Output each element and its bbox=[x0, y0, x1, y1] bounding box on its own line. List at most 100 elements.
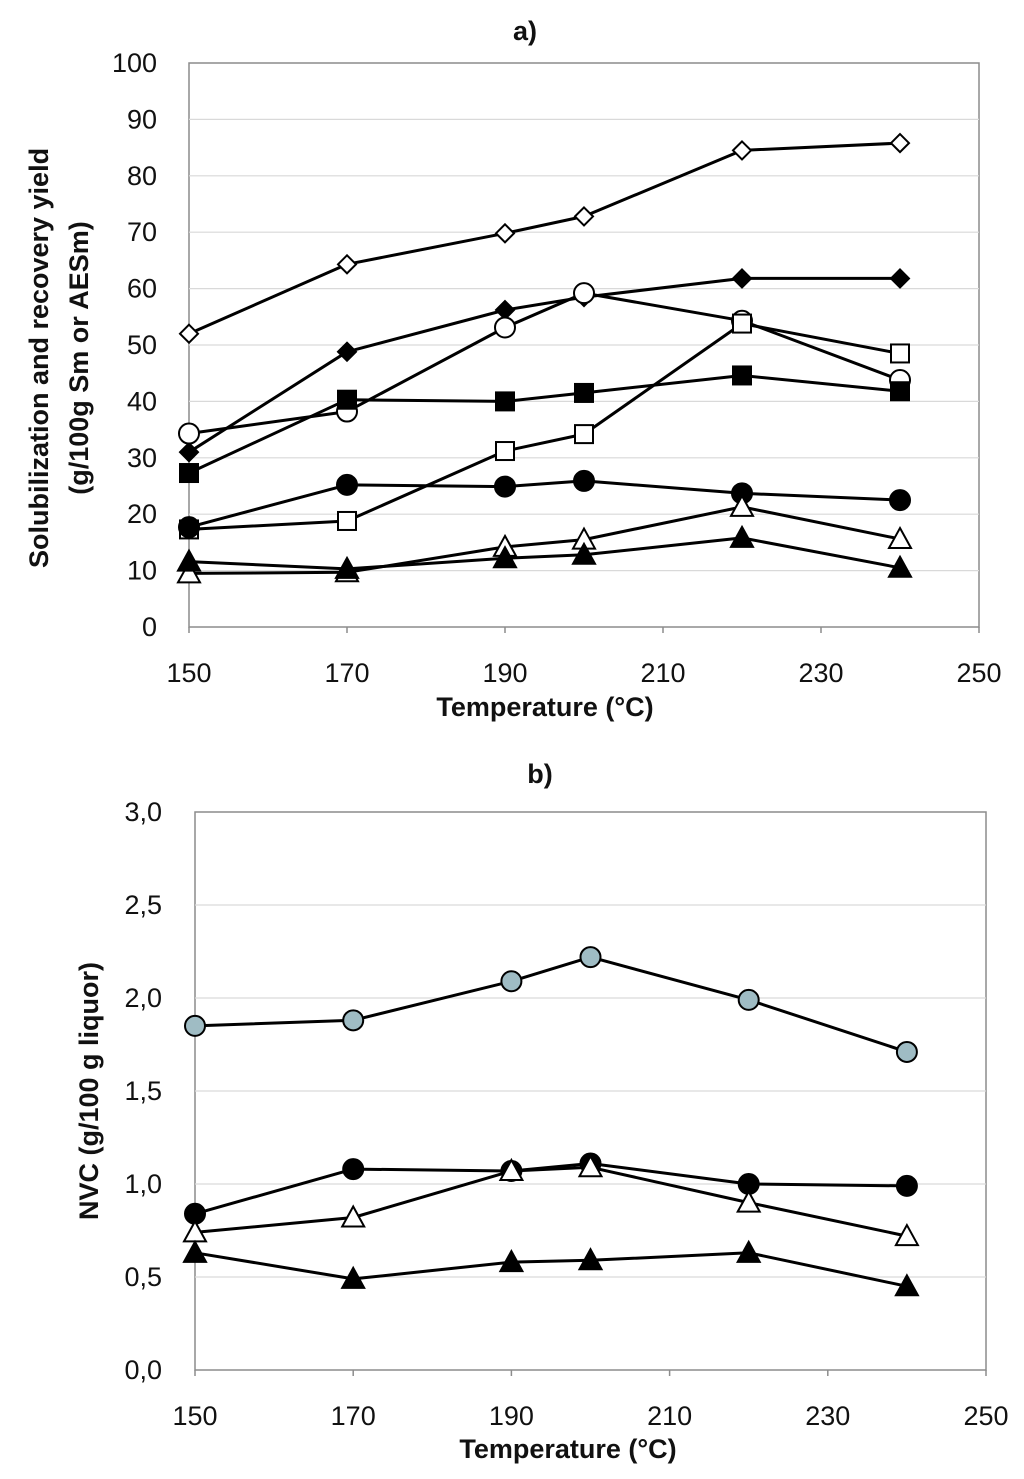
data-point-a-3-4 bbox=[732, 313, 752, 334]
data-point-a-1-1 bbox=[336, 341, 358, 363]
data-point-b-2-4 bbox=[736, 1189, 762, 1213]
y-tick-labels-b: 0,0 0,5 1,0 1,5 2,0 2,5 3,0 bbox=[124, 797, 162, 1385]
y-tick-label-a-7: 70 bbox=[127, 217, 157, 247]
data-point-b-0-5 bbox=[895, 1040, 918, 1063]
data-point-a-0-0 bbox=[178, 323, 200, 345]
data-point-a-4-1 bbox=[337, 389, 357, 410]
y-tick-label-a-9: 90 bbox=[127, 104, 157, 134]
y-tick-label-b-5: 2,5 bbox=[124, 890, 162, 920]
data-point-a-6-5 bbox=[887, 525, 913, 550]
data-point-b-0-0 bbox=[184, 1014, 206, 1037]
x-tick-label-a-4: 230 bbox=[798, 658, 843, 688]
series-line-a-2 bbox=[188, 291, 901, 435]
y-tick-label-a-5: 50 bbox=[127, 330, 157, 360]
data-point-a-6-4 bbox=[729, 493, 755, 517]
y-tick-label-b-3: 1,5 bbox=[124, 1076, 162, 1106]
data-point-a-7-1 bbox=[334, 555, 360, 579]
x-tick-label-b-1: 170 bbox=[331, 1401, 376, 1431]
series-line-a-0 bbox=[188, 141, 901, 336]
y-tick-labels-a: 0 10 20 30 40 50 60 70 80 90 100 bbox=[112, 48, 157, 642]
data-point-a-3-3 bbox=[574, 424, 594, 445]
x-tick-label-a-0: 150 bbox=[166, 658, 211, 688]
data-point-a-0-3 bbox=[573, 205, 595, 227]
chart-title-a: a) bbox=[513, 16, 537, 46]
data-point-a-7-4 bbox=[729, 524, 755, 548]
data-point-b-3-1 bbox=[340, 1265, 366, 1289]
chart-title-b: b) bbox=[527, 759, 552, 789]
data-point-b-1-5 bbox=[895, 1174, 918, 1197]
data-point-b-2-1 bbox=[340, 1204, 366, 1228]
data-point-b-3-2 bbox=[498, 1249, 525, 1273]
data-point-b-0-1 bbox=[342, 1009, 365, 1032]
data-point-b-0-3 bbox=[579, 946, 602, 969]
x-tick-label-b-0: 150 bbox=[172, 1401, 217, 1431]
data-point-a-0-5 bbox=[889, 132, 911, 154]
x-tick-label-b-3: 210 bbox=[647, 1401, 692, 1431]
series-line-a-6 bbox=[188, 505, 901, 575]
data-point-a-4-2 bbox=[495, 391, 515, 412]
data-point-a-1-0 bbox=[178, 441, 200, 463]
data-point-a-3-1 bbox=[337, 510, 357, 531]
data-point-a-7-5 bbox=[887, 554, 913, 578]
y-tick-label-a-6: 60 bbox=[127, 274, 157, 304]
data-point-b-3-0 bbox=[182, 1239, 208, 1263]
data-point-a-0-4 bbox=[731, 140, 753, 161]
data-point-a-1-4 bbox=[731, 268, 753, 289]
y-axis-label-a-line2: (g/100g Sm or AESm) bbox=[64, 221, 94, 495]
y-tick-label-a-4: 40 bbox=[127, 386, 157, 416]
x-axis-label-b: Temperature (°C) bbox=[459, 1434, 676, 1464]
series-line-b-2 bbox=[194, 1165, 908, 1238]
y-axis-label-a-line1: Solubilization and recovery yield bbox=[24, 148, 54, 568]
chart-panel-a: 150 170 190 210 230 250 0 10 20 30 40 50 60 70 80 90 10… bbox=[24, 16, 1002, 722]
data-point-b-2-3 bbox=[577, 1154, 604, 1178]
data-point-b-3-5 bbox=[894, 1273, 920, 1297]
series-line-a-5 bbox=[188, 479, 901, 529]
data-point-a-0-1 bbox=[336, 253, 358, 275]
data-point-a-3-5 bbox=[890, 343, 910, 364]
y-tick-label-b-6: 3,0 bbox=[124, 797, 162, 827]
data-point-a-5-3 bbox=[573, 469, 595, 492]
chart-panel-b: 150 170 190 210 230 250 0,0 0,5 1,0 1,5 2,0 2,5 3,0… bbox=[74, 759, 1009, 1464]
series-line-a-3 bbox=[188, 322, 901, 531]
data-point-a-5-0 bbox=[178, 516, 200, 539]
x-tick-label-a-5: 250 bbox=[956, 658, 1001, 688]
data-point-b-2-5 bbox=[894, 1223, 920, 1247]
data-point-b-3-4 bbox=[736, 1239, 762, 1263]
x-axis-label-a: Temperature (°C) bbox=[436, 692, 653, 722]
series-line-a-4 bbox=[188, 374, 901, 475]
data-point-a-7-2 bbox=[492, 545, 518, 569]
x-tick-label-a-1: 170 bbox=[324, 658, 369, 688]
data-point-a-4-5 bbox=[890, 381, 910, 402]
data-point-a-7-0 bbox=[176, 548, 202, 572]
data-point-a-2-3 bbox=[573, 282, 595, 305]
y-tick-label-b-2: 1,0 bbox=[124, 1169, 162, 1199]
series-line-b-0 bbox=[194, 955, 908, 1054]
y-tick-label-a-2: 20 bbox=[127, 499, 157, 529]
x-tick-label-a-2: 190 bbox=[482, 658, 527, 688]
y-tick-label-a-0: 0 bbox=[142, 612, 157, 642]
data-point-a-5-2 bbox=[494, 475, 516, 498]
data-point-a-6-0 bbox=[176, 560, 202, 584]
y-tick-label-b-0: 0,0 bbox=[124, 1355, 162, 1385]
y-tick-label-b-4: 2,0 bbox=[124, 983, 162, 1013]
series-line-a-1 bbox=[188, 276, 900, 454]
data-point-a-5-1 bbox=[336, 473, 358, 496]
data-point-a-2-0 bbox=[178, 422, 200, 445]
x-tick-label-a-3: 210 bbox=[640, 658, 685, 688]
x-tick-label-b-5: 250 bbox=[963, 1401, 1008, 1431]
data-point-a-7-3 bbox=[571, 541, 597, 565]
series-group-b bbox=[182, 946, 920, 1297]
x-tick-label-b-4: 230 bbox=[805, 1401, 850, 1431]
data-point-a-3-2 bbox=[495, 441, 515, 462]
data-point-a-4-0 bbox=[179, 463, 199, 484]
x-tick-labels-a: 150 170 190 210 230 250 bbox=[166, 627, 1002, 688]
data-point-b-0-2 bbox=[500, 970, 523, 993]
series-line-b-3 bbox=[194, 1251, 908, 1288]
y-tick-label-a-3: 30 bbox=[127, 443, 157, 473]
data-point-a-4-3 bbox=[574, 382, 594, 403]
data-point-a-2-2 bbox=[494, 316, 516, 339]
y-tick-label-a-1: 10 bbox=[127, 556, 157, 586]
data-point-b-0-4 bbox=[737, 988, 760, 1011]
x-tick-label-b-2: 190 bbox=[489, 1401, 534, 1431]
